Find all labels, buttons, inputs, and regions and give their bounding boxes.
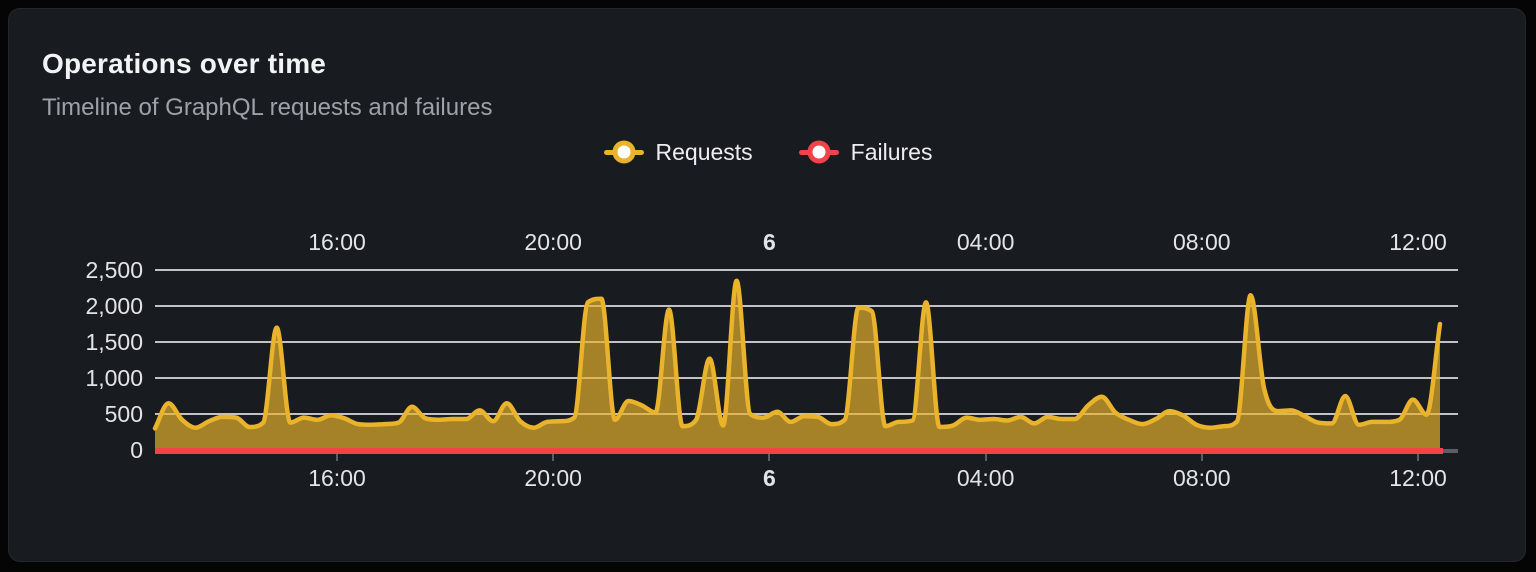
y-axis-tick-label: 1,500: [85, 329, 143, 355]
y-gridline: [155, 269, 1458, 271]
x-axis-tick-label-bottom: 08:00: [1173, 465, 1231, 491]
y-gridline: [155, 305, 1458, 307]
x-axis-tick-label-bottom: 16:00: [308, 465, 366, 491]
y-gridline: [155, 377, 1458, 379]
legend-item-failures[interactable]: Failures: [798, 138, 933, 166]
x-axis-tick-label-top: 20:00: [524, 229, 582, 255]
x-axis-tick-label-bottom: 6: [762, 465, 776, 491]
x-axis-tick-label-top: 12:00: [1389, 229, 1447, 255]
x-axis-tick-label-top: 08:00: [1173, 229, 1231, 255]
y-axis-tick-label: 2,500: [85, 257, 143, 283]
y-axis-tick-label: 1,000: [85, 365, 143, 391]
x-axis-tick-label-bottom: 12:00: [1389, 465, 1447, 491]
x-axis-tick: [768, 452, 771, 461]
requests-line: [152, 278, 1443, 431]
x-axis-tick-label-top: 16:00: [308, 229, 366, 255]
y-axis-tick-label: 2,000: [85, 293, 143, 319]
x-axis-tick-label-bottom: 04:00: [956, 465, 1015, 491]
chart-legend: Requests Failures: [0, 136, 1536, 168]
x-axis-tick-label-bottom: 20:00: [524, 465, 582, 491]
y-gridline: [155, 341, 1458, 343]
requests-area-fill: [155, 280, 1440, 450]
x-axis-tick: [984, 452, 987, 461]
failures-series-marker-icon: [798, 140, 839, 164]
y-axis-tick-label: 500: [104, 401, 143, 427]
x-axis-tick-label-top: 04:00: [956, 229, 1015, 255]
requests-series-marker-icon: [603, 140, 644, 164]
x-axis-tick: [336, 452, 338, 461]
legend-item-requests[interactable]: Requests: [603, 138, 753, 166]
panel-subtitle: Timeline of GraphQL requests and failure…: [42, 94, 493, 121]
x-axis-tick: [1200, 452, 1203, 461]
legend-label-requests: Requests: [655, 138, 753, 165]
panel-card: [8, 8, 1526, 562]
panel-title: Operations over time: [42, 48, 327, 79]
x-axis-tick-label-top: 6: [762, 229, 776, 255]
y-axis-tick-label: 0: [130, 437, 143, 463]
x-axis-tick: [552, 452, 555, 461]
legend-label-failures: Failures: [850, 138, 933, 165]
x-axis-tick: [1417, 452, 1419, 461]
